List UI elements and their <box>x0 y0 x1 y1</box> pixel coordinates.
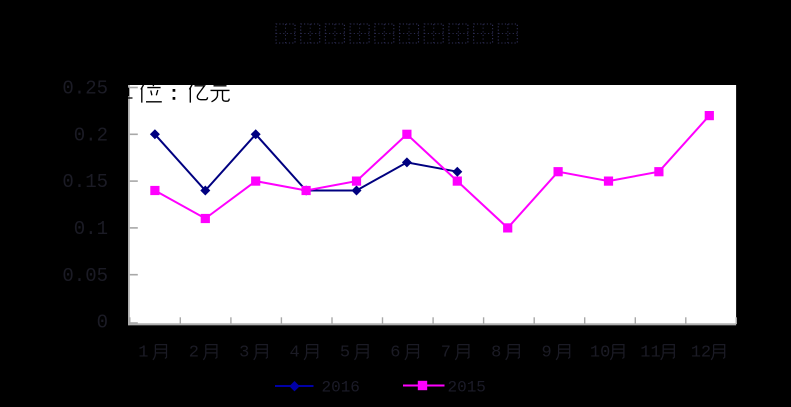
svg-text:7: 7 <box>441 344 451 363</box>
svg-text:0: 0 <box>97 312 108 334</box>
svg-text:0.15: 0.15 <box>62 171 108 193</box>
svg-text:5: 5 <box>340 344 350 363</box>
svg-text:0.1: 0.1 <box>74 218 108 240</box>
svg-text:12: 12 <box>691 344 711 363</box>
svg-text:2015: 2015 <box>448 379 486 397</box>
svg-text:2016: 2016 <box>322 379 360 397</box>
svg-text:0.05: 0.05 <box>62 265 108 287</box>
svg-text:0.2: 0.2 <box>74 124 108 146</box>
svg-text:0.25: 0.25 <box>62 78 108 100</box>
svg-text:11: 11 <box>640 344 660 363</box>
svg-text:6: 6 <box>390 344 400 363</box>
svg-text:2: 2 <box>189 344 199 363</box>
svg-text:1: 1 <box>138 344 148 363</box>
svg-text:9: 9 <box>542 344 552 363</box>
svg-text:8: 8 <box>491 344 501 363</box>
svg-text:10: 10 <box>590 344 610 363</box>
svg-text:4: 4 <box>290 344 300 363</box>
svg-text:3: 3 <box>239 344 249 363</box>
